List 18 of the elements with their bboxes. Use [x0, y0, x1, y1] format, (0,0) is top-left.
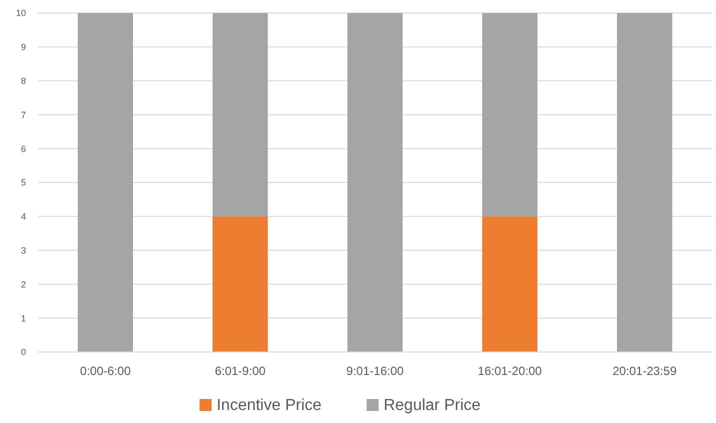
x-tick-label: 16:01-20:00 — [478, 364, 542, 378]
x-tick-label: 0:00-6:00 — [80, 364, 132, 378]
y-tick-label: 2 — [20, 279, 26, 290]
x-tick-label: 6:01-9:00 — [214, 364, 266, 378]
y-tick-label: 7 — [20, 110, 26, 120]
x-tick-label: 20:01-23:59 — [612, 364, 677, 378]
y-tick-label: 3 — [20, 245, 26, 256]
y-tick-label: 10 — [16, 8, 26, 18]
y-tick-label: 1 — [20, 313, 26, 324]
y-tick-label: 9 — [20, 42, 26, 52]
y-tick-label: 4 — [20, 212, 26, 222]
legend-label: Incentive Price — [216, 397, 322, 414]
y-tick-label: 5 — [20, 178, 26, 188]
y-tick-label: 8 — [20, 76, 26, 86]
y-tick-label: 0 — [20, 347, 26, 358]
legend-label: Regular Price — [384, 397, 481, 414]
x-tick-label: 9:01-16:00 — [346, 364, 404, 378]
y-tick-label: 6 — [20, 144, 26, 154]
